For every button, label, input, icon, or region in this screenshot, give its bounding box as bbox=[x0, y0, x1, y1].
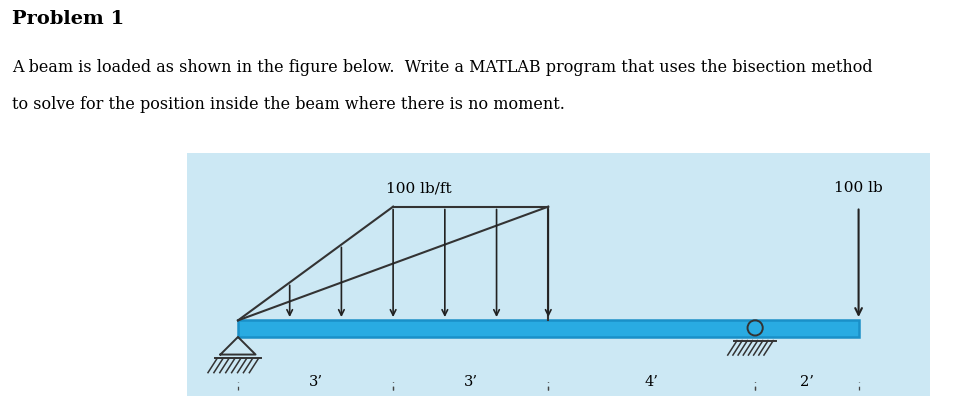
Text: 3’: 3’ bbox=[309, 375, 322, 389]
FancyBboxPatch shape bbox=[238, 320, 858, 337]
Text: A beam is loaded as shown in the figure below.  Write a MATLAB program that uses: A beam is loaded as shown in the figure … bbox=[12, 59, 873, 76]
Text: 3’: 3’ bbox=[464, 375, 478, 389]
Text: to solve for the position inside the beam where there is no moment.: to solve for the position inside the bea… bbox=[12, 96, 566, 113]
Text: 100 lb: 100 lb bbox=[834, 181, 883, 195]
Text: 4’: 4’ bbox=[644, 375, 659, 389]
Text: 2’: 2’ bbox=[800, 375, 814, 389]
Text: Problem 1: Problem 1 bbox=[12, 10, 125, 28]
Text: 100 lb/ft: 100 lb/ft bbox=[386, 181, 452, 195]
